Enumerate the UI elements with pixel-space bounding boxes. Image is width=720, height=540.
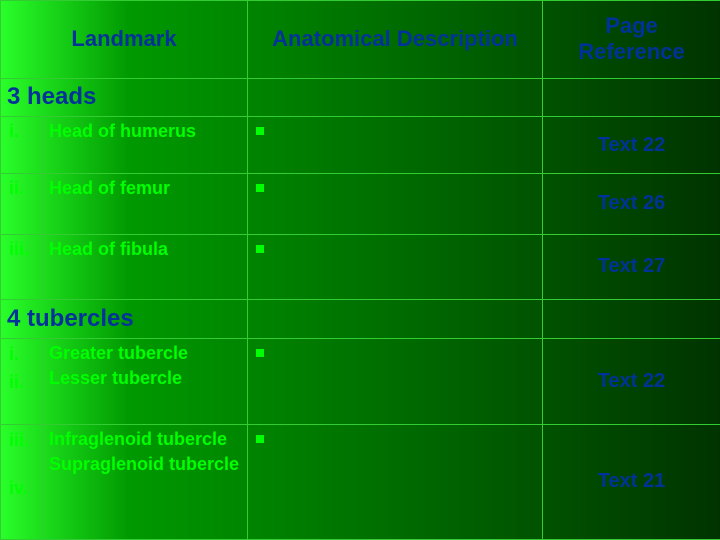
row-landmark: Head of humerus bbox=[43, 117, 248, 174]
section-row: 4 tubercles bbox=[1, 299, 720, 338]
section-title: 3 heads bbox=[7, 83, 96, 110]
row-description bbox=[248, 234, 543, 299]
table-header-row: Landmark Anatomical Description Page Ref… bbox=[1, 1, 720, 79]
slide: Landmark Anatomical Description Page Ref… bbox=[0, 0, 720, 540]
row-description bbox=[248, 117, 543, 174]
col-header-description: Anatomical Description bbox=[248, 1, 543, 79]
row-numeral: iii. bbox=[1, 234, 43, 299]
section-title: 4 tubercles bbox=[7, 305, 134, 332]
bullet-icon bbox=[256, 245, 264, 253]
row-description bbox=[248, 174, 543, 235]
row-description bbox=[248, 338, 543, 424]
table-row: iii. iv. Infraglenoid tubercle Supraglen… bbox=[1, 424, 720, 539]
col-header-page: Page Reference bbox=[543, 1, 720, 79]
row-numeral: ii. bbox=[1, 174, 43, 235]
table-row: i. Head of humerus Text 22 bbox=[1, 117, 720, 174]
row-page: Text 27 bbox=[543, 234, 720, 299]
row-landmark: Head of fibula bbox=[43, 234, 248, 299]
table-row: ii. Head of femur Text 26 bbox=[1, 174, 720, 235]
table-row: iii. Head of fibula Text 27 bbox=[1, 234, 720, 299]
bullet-icon bbox=[256, 435, 264, 443]
row-landmark: Head of femur bbox=[43, 174, 248, 235]
bullet-icon bbox=[256, 184, 264, 192]
col-header-landmark: Landmark bbox=[1, 1, 248, 79]
section-empty-desc bbox=[248, 299, 543, 338]
row-numeral: iii. iv. bbox=[1, 424, 43, 539]
row-numeral: i. ii. bbox=[1, 338, 43, 424]
table-row: i. ii. Greater tubercle Lesser tubercle … bbox=[1, 338, 720, 424]
row-landmark: Infraglenoid tubercle Supraglenoid tuber… bbox=[43, 424, 248, 539]
row-numeral: i. bbox=[1, 117, 43, 174]
section-empty-page bbox=[543, 299, 720, 338]
row-page: Text 21 bbox=[543, 424, 720, 539]
bullet-icon bbox=[256, 349, 264, 357]
row-page: Text 26 bbox=[543, 174, 720, 235]
row-landmark: Greater tubercle Lesser tubercle bbox=[43, 338, 248, 424]
section-row: 3 heads bbox=[1, 78, 720, 117]
bullet-icon bbox=[256, 127, 264, 135]
row-description bbox=[248, 424, 543, 539]
row-page: Text 22 bbox=[543, 338, 720, 424]
section-title-cell: 4 tubercles bbox=[1, 299, 248, 338]
section-title-cell: 3 heads bbox=[1, 78, 248, 117]
section-empty-page bbox=[543, 78, 720, 117]
row-page: Text 22 bbox=[543, 117, 720, 174]
anatomy-table: Landmark Anatomical Description Page Ref… bbox=[0, 0, 720, 540]
section-empty-desc bbox=[248, 78, 543, 117]
